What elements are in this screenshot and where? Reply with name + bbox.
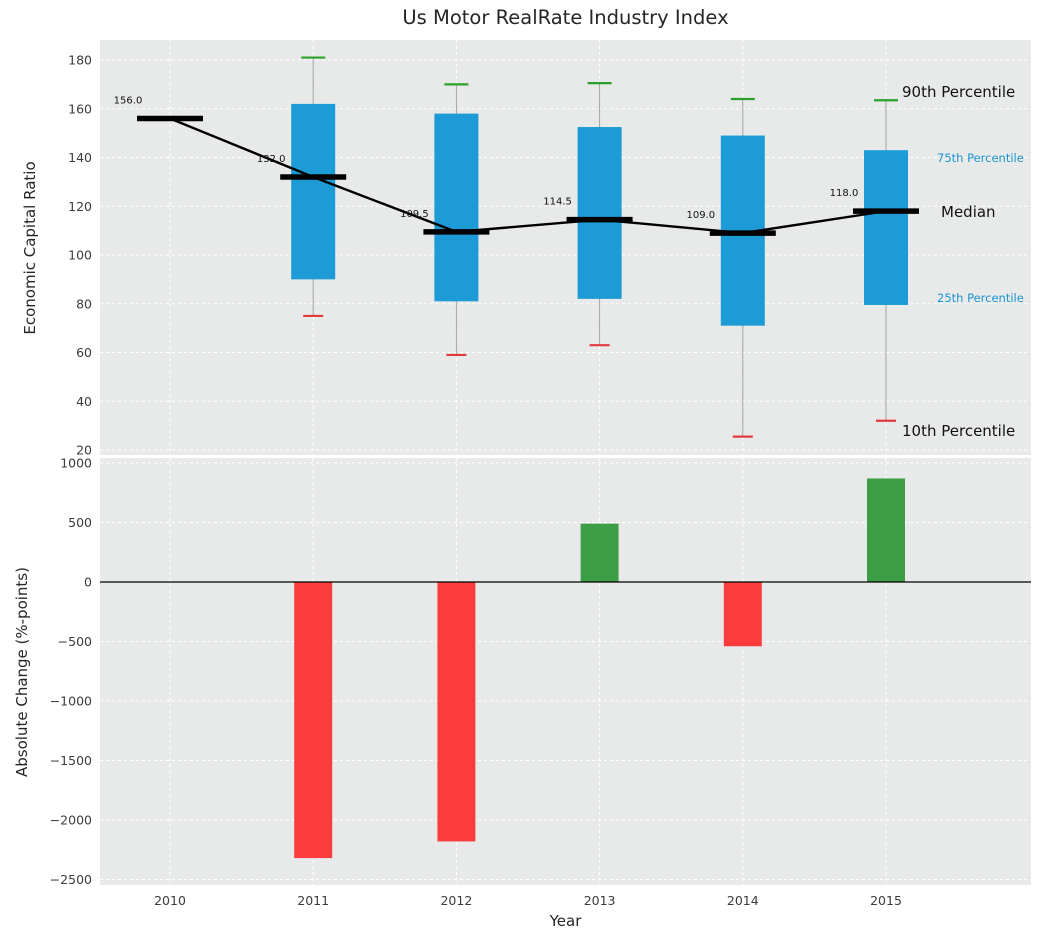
median-value-label-2013: 114.5 bbox=[543, 197, 572, 208]
ytick-bottom-1000: 1000 bbox=[60, 456, 92, 471]
x-axis-label: Year bbox=[549, 912, 582, 930]
iqr-box-2015 bbox=[864, 150, 908, 305]
iqr-box-2012 bbox=[434, 113, 479, 302]
xtick-2015: 2015 bbox=[870, 893, 902, 908]
annotation-90th-percentile: 90th Percentile bbox=[902, 83, 1016, 101]
ytick-bottom-500: 500 bbox=[68, 515, 92, 530]
change-bar-2015 bbox=[867, 478, 905, 582]
ytick-bottom-0: 0 bbox=[84, 575, 92, 590]
ytick-bottom--1500: −1500 bbox=[50, 753, 92, 768]
iqr-box-2011 bbox=[291, 103, 336, 280]
ytick-top-40: 40 bbox=[76, 394, 92, 409]
annotation-75th-percentile: 75th Percentile bbox=[937, 151, 1024, 165]
xtick-2014: 2014 bbox=[727, 893, 759, 908]
xtick-2011: 2011 bbox=[297, 893, 329, 908]
annotation-median: Median bbox=[941, 203, 996, 221]
xtick-2013: 2013 bbox=[584, 893, 616, 908]
y-axis-label-top: Economic Capital Ratio bbox=[21, 161, 39, 335]
y-axis-label-bottom: Absolute Change (%-points) bbox=[13, 567, 31, 777]
change-bar-2012 bbox=[437, 582, 476, 842]
annotation-10th-percentile: 10th Percentile bbox=[902, 422, 1016, 440]
chart-title: Us Motor RealRate Industry Index bbox=[402, 6, 729, 29]
median-value-label-2014: 109.0 bbox=[686, 210, 715, 221]
ytick-bottom--2500: −2500 bbox=[50, 872, 92, 887]
ytick-top-160: 160 bbox=[68, 101, 92, 116]
median-line bbox=[169, 117, 887, 235]
iqr-box-2013 bbox=[577, 127, 622, 299]
change-bar-2013 bbox=[580, 523, 619, 582]
ytick-top-120: 120 bbox=[68, 199, 92, 214]
ytick-bottom--2000: −2000 bbox=[50, 813, 92, 828]
ytick-top-60: 60 bbox=[76, 345, 92, 360]
median-value-label-2011: 132.0 bbox=[257, 154, 286, 165]
annotation-25th-percentile: 25th Percentile bbox=[937, 291, 1024, 305]
ytick-bottom--1000: −1000 bbox=[50, 694, 92, 709]
xtick-2012: 2012 bbox=[440, 893, 472, 908]
xtick-2010: 2010 bbox=[154, 893, 186, 908]
median-value-label-2015: 118.0 bbox=[830, 188, 859, 199]
change-bar-2014 bbox=[723, 582, 762, 647]
change-bar-2011 bbox=[294, 582, 333, 859]
median-value-label-2010: 156.0 bbox=[114, 96, 143, 107]
ytick-top-180: 180 bbox=[68, 53, 92, 68]
ytick-top-80: 80 bbox=[76, 296, 92, 311]
ytick-top-100: 100 bbox=[68, 248, 92, 263]
ytick-top-140: 140 bbox=[68, 150, 92, 165]
median-value-label-2012: 109.5 bbox=[400, 209, 429, 220]
ytick-top-20: 20 bbox=[76, 443, 92, 458]
ytick-bottom--500: −500 bbox=[58, 634, 92, 649]
